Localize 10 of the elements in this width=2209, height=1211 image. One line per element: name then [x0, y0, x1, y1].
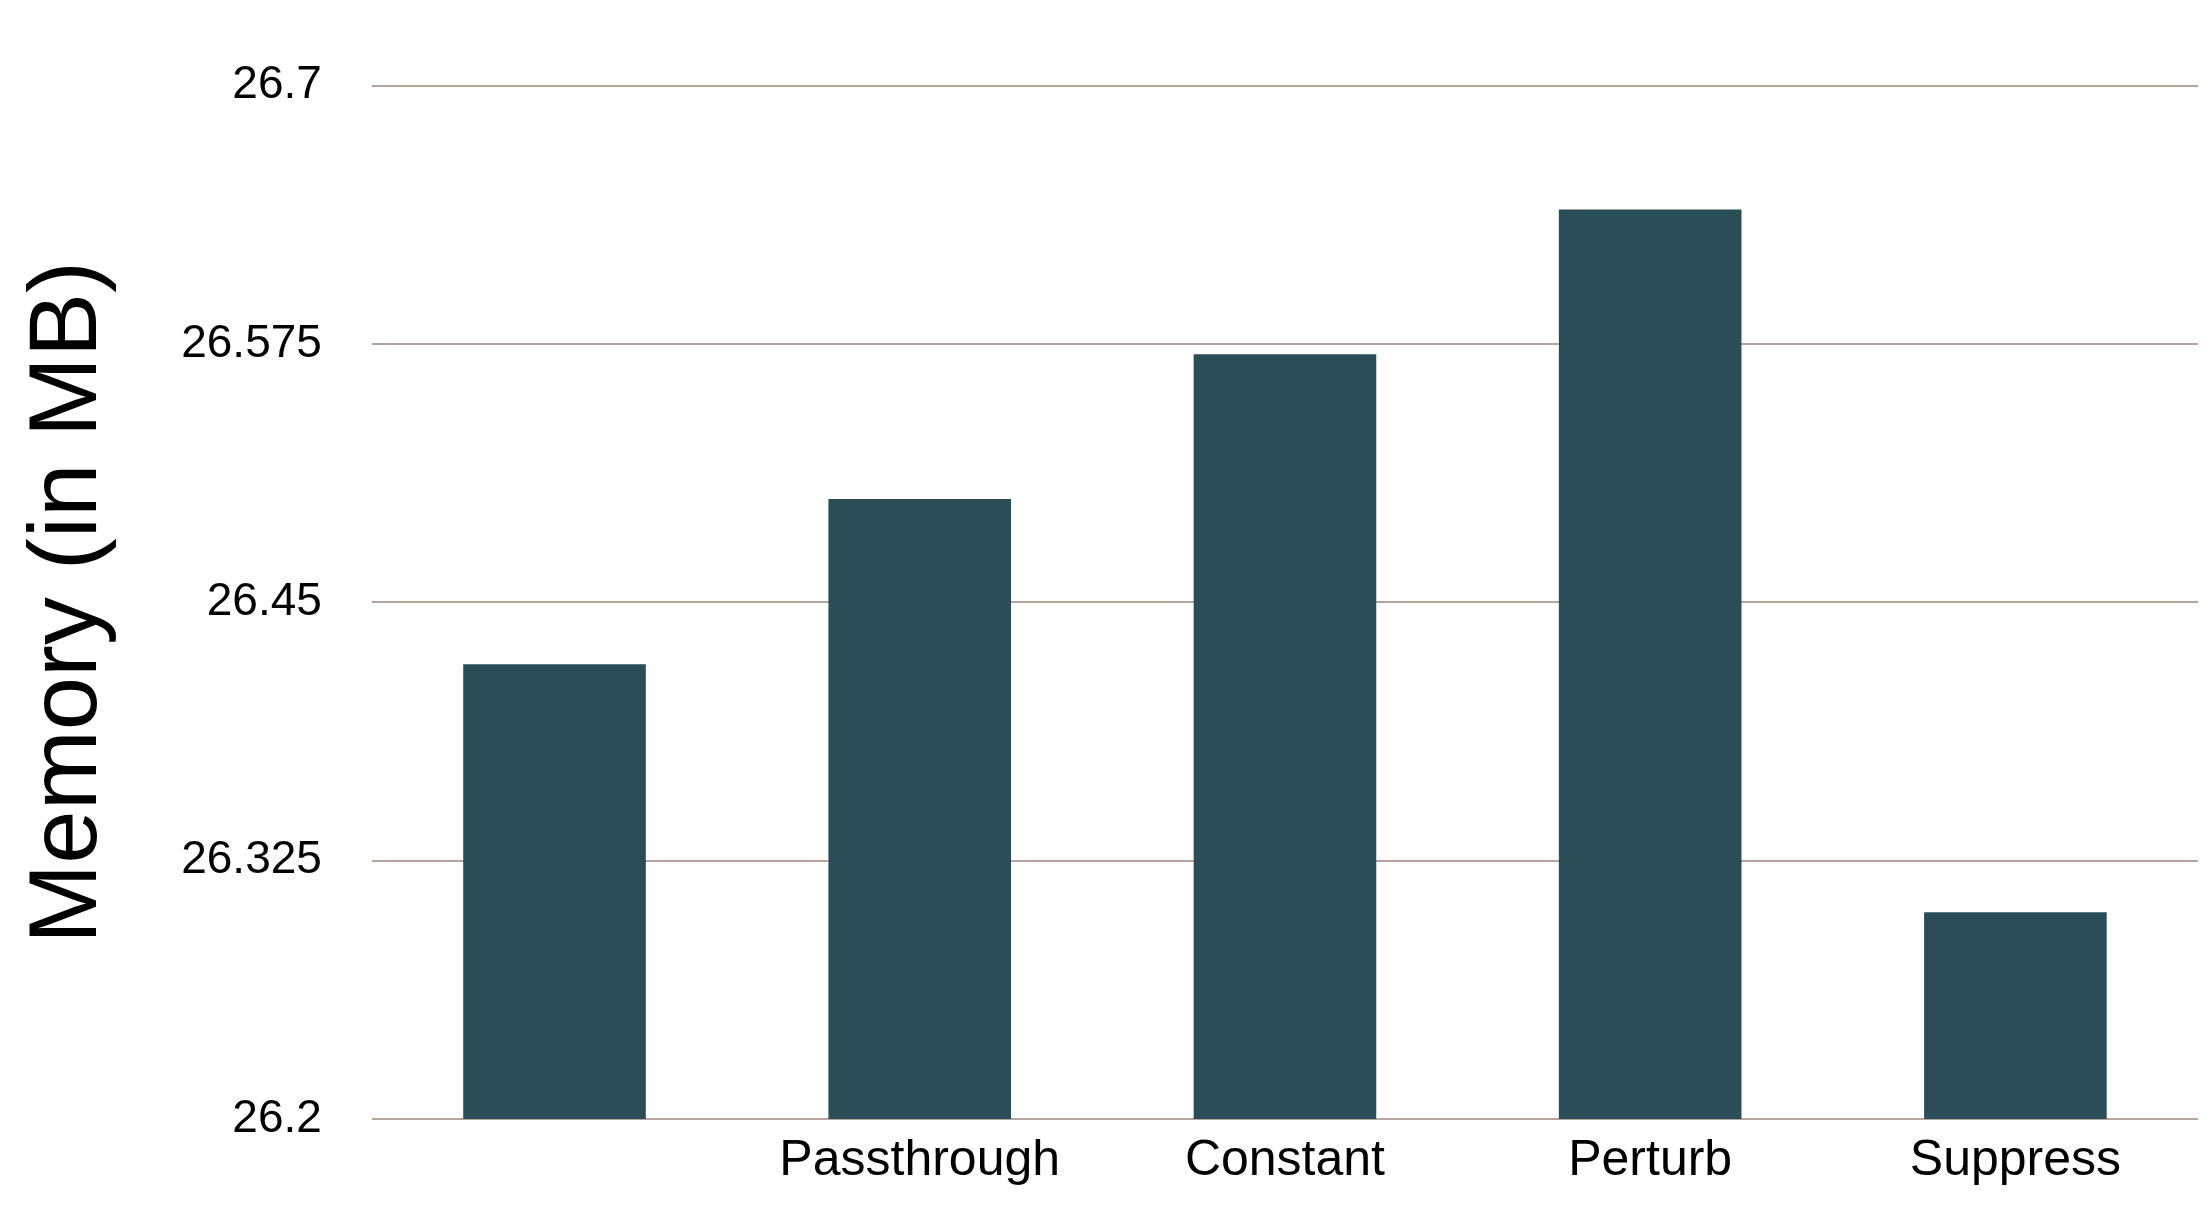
y-tick-label: 26.7 [232, 56, 322, 109]
y-axis-title: Memory (in MB) [9, 260, 117, 944]
x-tick-label: Suppress [1909, 1129, 2122, 1186]
x-tick-label: Passthrough [779, 1129, 1061, 1186]
y-tick-label: 26.2 [232, 1089, 322, 1142]
x-tick-label: Perturb [1568, 1129, 1733, 1186]
y-tick-label: 26.325 [181, 831, 322, 884]
y-tick-label: 26.575 [181, 314, 322, 367]
x-tick-label: Constant [1184, 1129, 1386, 1186]
y-tick-label: 26.45 [206, 572, 322, 625]
